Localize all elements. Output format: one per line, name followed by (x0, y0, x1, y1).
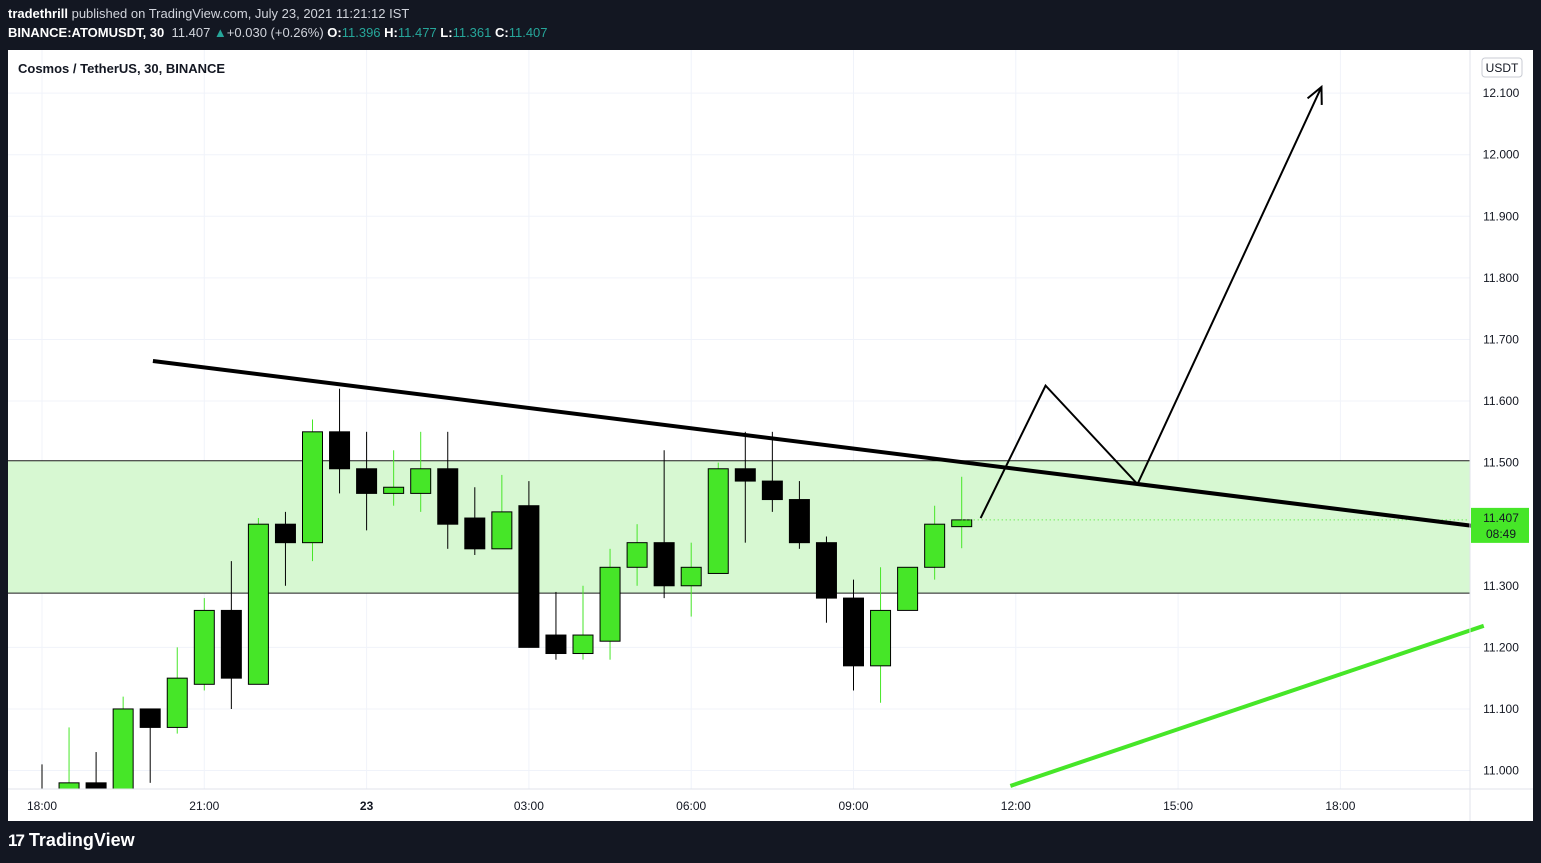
price-tick-label: 11.900 (1483, 209, 1519, 223)
author-name[interactable]: tradethrill (8, 6, 68, 21)
price-change: +0.030 (+0.26%) (226, 25, 324, 40)
brand-name: TradingView (28, 830, 135, 850)
low-label: L: (440, 25, 453, 40)
last-price-tag-value: 11.407 (1483, 511, 1519, 525)
time-tick-label: 03:00 (514, 799, 544, 813)
price-tick-label: 11.000 (1483, 764, 1519, 778)
price-tick-label: 11.200 (1483, 640, 1519, 654)
candle-body-down (653, 542, 675, 587)
candle-body-up (410, 468, 432, 494)
time-tick-label: 12:00 (1001, 799, 1031, 813)
projection-path[interactable] (979, 86, 1323, 519)
price-tick-label: 11.600 (1483, 394, 1519, 408)
publish-info: tradethrill published on TradingView.com… (8, 6, 409, 21)
price-tick-label: 12.100 (1483, 86, 1520, 100)
last-price-tag (1471, 507, 1529, 543)
change-up-icon: ▲ (213, 25, 227, 40)
bar-countdown: 08:49 (1486, 527, 1516, 541)
candle-body-down (437, 468, 459, 525)
candle-body-down (815, 542, 837, 599)
open-value: 11.396 (341, 25, 381, 40)
high-value: 11.477 (397, 25, 437, 40)
candle-body-down (761, 480, 783, 501)
candle-body-up (897, 566, 919, 611)
candle-body-down (788, 499, 810, 544)
support-trendline[interactable] (1009, 623, 1485, 788)
candle-body-down (220, 609, 242, 679)
price-tick-label: 12.000 (1483, 148, 1520, 162)
price-tick-label: 11.500 (1483, 456, 1519, 470)
time-tick-label: 09:00 (838, 799, 868, 813)
time-axis[interactable]: 18:00 21:00 23 03:00 06:00 09:00 12:00 15:00 18:… (27, 799, 1356, 813)
price-tick-label: 11.100 (1483, 702, 1519, 716)
candle-body-down (545, 634, 567, 655)
time-tick-label: 15:00 (1163, 799, 1193, 813)
candle-body-up (680, 566, 702, 587)
currency-badge[interactable] (1481, 57, 1523, 78)
candle-body-up (247, 523, 269, 685)
tradingview-logo-icon: 17 (8, 830, 25, 850)
candle-body-up (193, 609, 215, 685)
candle-body-up (302, 431, 323, 544)
chart-background (8, 50, 1533, 821)
time-tick-label: 06:00 (676, 799, 706, 813)
time-tick-label: 18:00 (27, 799, 57, 813)
last-price: 11.407 (171, 25, 211, 40)
resistance-trendline[interactable] (152, 359, 1485, 530)
candle-body-up (599, 566, 621, 642)
candle-body-up (870, 609, 892, 667)
close-label: C: (495, 25, 509, 40)
published-text: published on TradingView.com, July 23, 2… (71, 6, 410, 21)
candle-body-up (951, 519, 973, 528)
candle-body-up (707, 468, 729, 574)
candle-body-down (139, 708, 161, 728)
chart-title: Cosmos / TetherUS, 30, BINANCE (18, 61, 225, 76)
price-tick-label: 11.300 (1483, 579, 1519, 593)
candle-body-down (274, 523, 296, 544)
candle-body-down (85, 782, 107, 789)
tradingview-footer[interactable]: 17 TradingView (8, 830, 135, 851)
candle-body-down (734, 468, 756, 482)
currency-label: USDT (1486, 61, 1519, 75)
projection-arrowhead-icon (1306, 84, 1323, 105)
low-value: 11.361 (452, 25, 492, 40)
candle-body-up (491, 511, 513, 550)
candle-body-up (166, 677, 188, 728)
time-tick-label: 23 (360, 799, 374, 813)
candle-body-down (843, 597, 864, 667)
candle-body-up (383, 486, 405, 494)
time-tick-label: 18:00 (1325, 799, 1355, 813)
candle-body-up (572, 634, 594, 655)
close-value: 11.407 (508, 25, 548, 40)
symbol-name: BINANCE:ATOMUSDT, 30 (8, 25, 165, 40)
candle-body-up (112, 708, 134, 789)
time-tick-label: 21:00 (189, 799, 219, 813)
candle-body-down (329, 431, 351, 470)
high-label: H: (384, 25, 398, 40)
candle-body-up (924, 523, 946, 568)
candles (41, 388, 973, 789)
candle-body-up (58, 782, 80, 789)
price-tick-label: 11.700 (1483, 332, 1519, 346)
symbol-ohlc-bar: BINANCE:ATOMUSDT, 30 11.407 ▲+0.030 (+0.… (8, 25, 548, 40)
candle-body-up (626, 542, 648, 568)
price-tick-label: 11.800 (1483, 271, 1519, 285)
candle-body-down (464, 517, 486, 550)
candle-body-down (356, 468, 378, 494)
candle-body-down (518, 505, 540, 648)
open-label: O: (327, 25, 342, 40)
